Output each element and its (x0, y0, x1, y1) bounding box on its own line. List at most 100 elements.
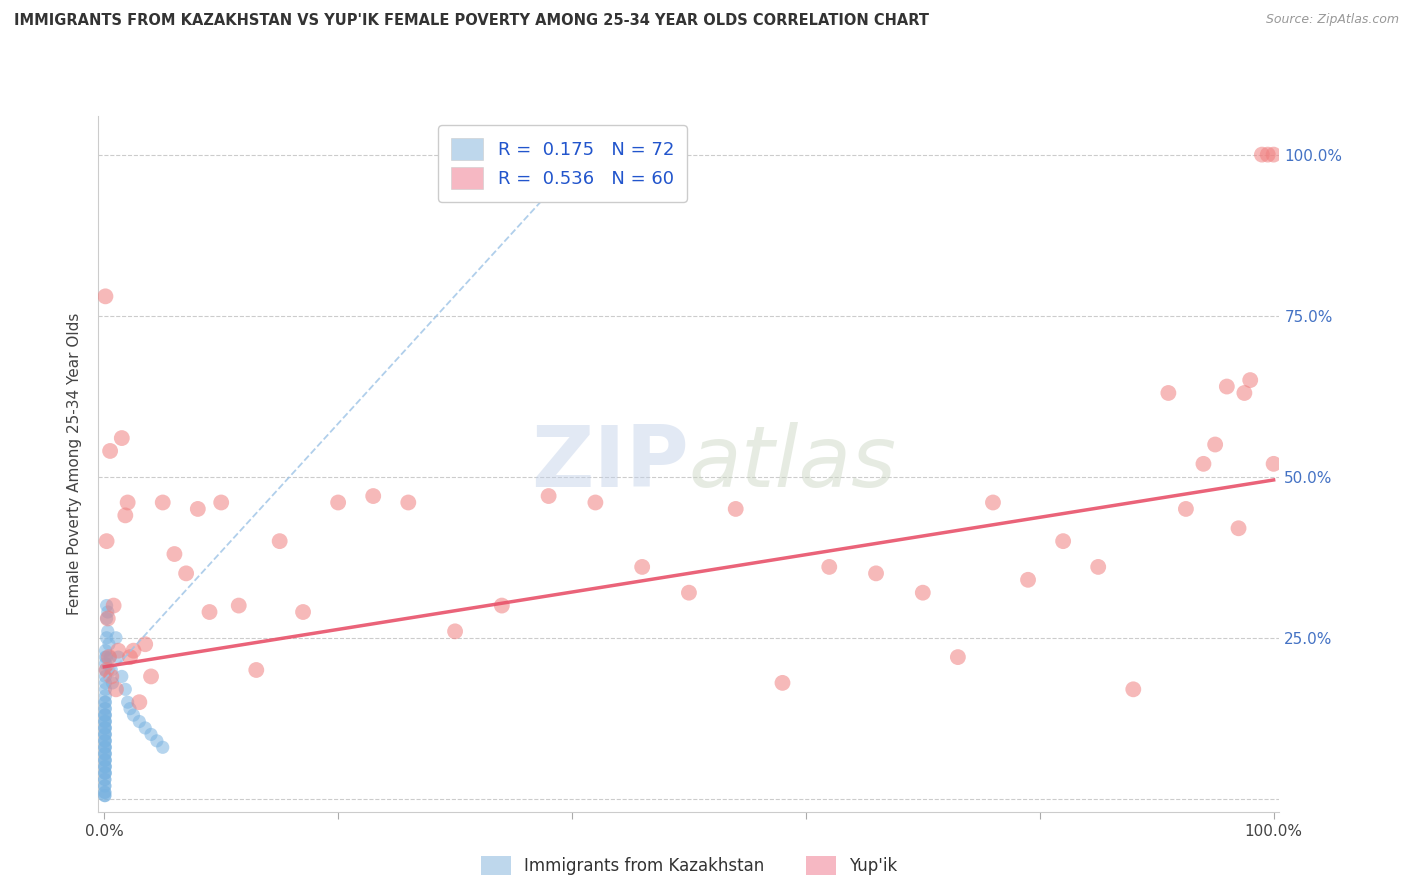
Point (491, 599, 513, 613)
Text: Source: ZipAtlas.com: Source: ZipAtlas.com (1265, 13, 1399, 27)
Point (107, 650, 129, 665)
Point (1239, 373, 1261, 387)
Point (94, 734, 117, 748)
Point (94, 676, 117, 690)
Point (97, 611, 120, 625)
Point (1122, 682, 1144, 697)
Point (1087, 560, 1109, 574)
Point (94, 747, 117, 761)
Point (94, 789, 117, 803)
Point (163, 547, 186, 561)
Point (94, 734, 117, 748)
Point (107, 643, 129, 657)
Point (98, 650, 121, 665)
Point (1017, 573, 1039, 587)
Point (97, 605, 120, 619)
Point (103, 599, 125, 613)
Text: IMMIGRANTS FROM KAZAKHSTAN VS YUP'IK FEMALE POVERTY AMONG 25-34 YEAR OLDS CORREL: IMMIGRANTS FROM KAZAKHSTAN VS YUP'IK FEM… (14, 13, 929, 29)
Point (122, 708, 145, 723)
Point (1257, 147, 1279, 161)
Point (187, 502, 209, 516)
Point (100, 669, 122, 683)
Point (96, 631, 118, 645)
Point (94, 785, 117, 799)
Point (128, 714, 150, 729)
Point (946, 650, 969, 665)
Point (94, 789, 117, 803)
Point (361, 489, 384, 503)
Point (94, 759, 117, 773)
Point (724, 502, 747, 516)
Point (269, 534, 291, 549)
Point (444, 624, 467, 639)
Point (94, 740, 117, 755)
Point (94, 695, 117, 709)
Point (104, 682, 127, 697)
Point (1157, 386, 1180, 401)
Point (94, 643, 117, 657)
Point (94, 753, 117, 767)
Point (94, 289, 117, 303)
Point (94, 759, 117, 773)
Point (114, 682, 136, 697)
Point (134, 721, 156, 735)
Point (152, 495, 174, 509)
Point (1216, 379, 1239, 393)
Point (94, 766, 117, 780)
Point (1174, 502, 1197, 516)
Point (96, 611, 118, 625)
Point (94, 663, 117, 677)
Point (678, 585, 700, 599)
Point (94, 695, 117, 709)
Point (94, 753, 117, 767)
Point (101, 676, 124, 690)
Point (94, 779, 117, 793)
Point (152, 740, 174, 755)
Point (146, 734, 169, 748)
Point (198, 605, 221, 619)
Point (94, 759, 117, 773)
Point (98, 444, 121, 458)
Point (118, 650, 141, 665)
Point (139, 669, 162, 683)
Point (111, 669, 134, 683)
Point (981, 495, 1004, 509)
Point (1263, 457, 1285, 471)
Point (94, 714, 117, 729)
Point (100, 663, 122, 677)
Point (97, 624, 120, 639)
Point (94, 747, 117, 761)
Point (94, 689, 117, 703)
Point (94, 669, 117, 683)
Point (97, 637, 120, 651)
Point (96, 650, 118, 665)
Point (117, 495, 139, 509)
Point (911, 585, 934, 599)
Point (94, 721, 117, 735)
Point (1052, 534, 1074, 549)
Point (94, 657, 117, 671)
Point (117, 695, 139, 709)
Point (94, 701, 117, 715)
Point (94, 766, 117, 780)
Point (583, 495, 606, 509)
Point (1233, 386, 1256, 401)
Point (134, 637, 156, 651)
Point (128, 695, 150, 709)
Point (1227, 521, 1250, 535)
Point (396, 495, 419, 509)
Point (118, 701, 141, 715)
Point (228, 599, 250, 613)
Point (96, 663, 118, 677)
Point (94, 740, 117, 755)
Point (94, 753, 117, 767)
Point (94, 727, 117, 741)
Point (1251, 147, 1274, 161)
Point (94, 747, 117, 761)
Point (1204, 437, 1226, 451)
Point (96, 599, 118, 613)
Point (111, 431, 134, 445)
Point (104, 631, 127, 645)
Point (94, 785, 117, 799)
Point (94, 714, 117, 729)
